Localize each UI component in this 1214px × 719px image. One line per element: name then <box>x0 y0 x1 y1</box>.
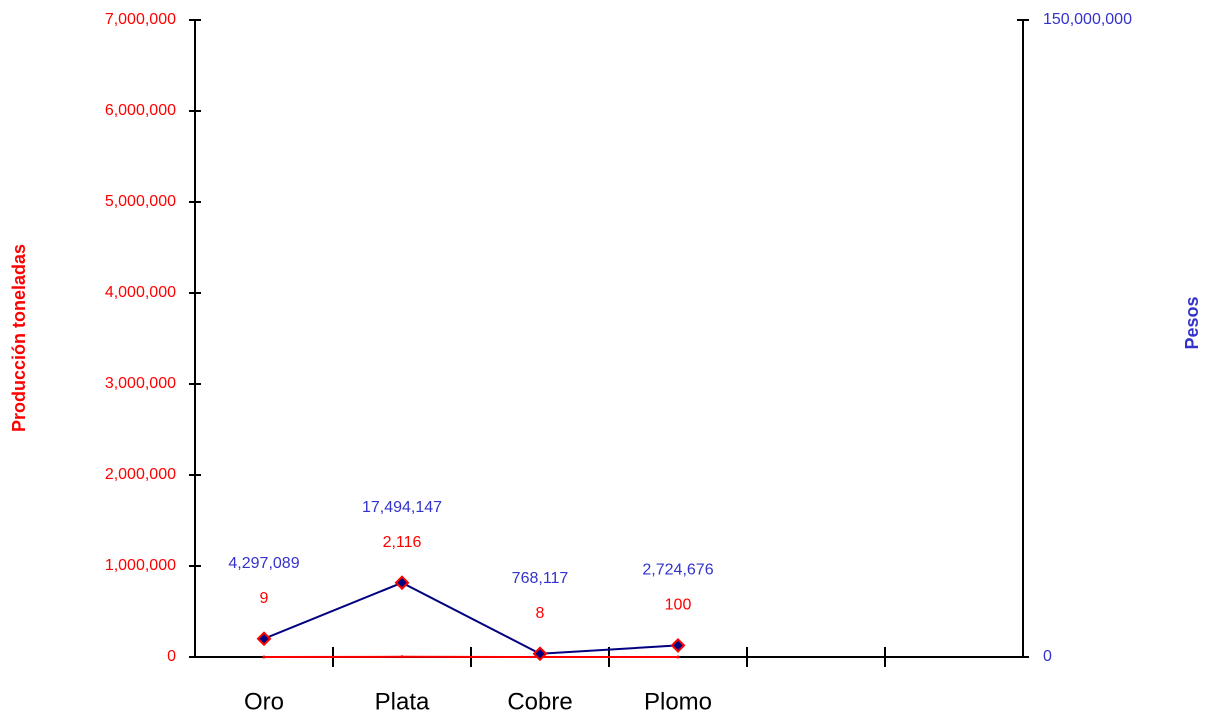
y-tick-label: 5,000,000 <box>105 193 176 210</box>
y2-axis-title: Pesos <box>1182 296 1202 349</box>
data-label: 9 <box>260 590 269 607</box>
data-label: 100 <box>665 597 692 614</box>
data-label: 2,116 <box>383 534 422 551</box>
y-tick-label: 6,000,000 <box>105 102 176 119</box>
x-tick-label: Cobre <box>507 688 572 715</box>
marker <box>532 646 548 662</box>
x-tick-label: Plomo <box>644 688 712 715</box>
data-label: 768,117 <box>512 570 569 587</box>
x-tick-label: Plata <box>375 688 430 715</box>
y-tick-label: 4,000,000 <box>105 284 176 301</box>
y-axis-title: Producción toneladas <box>9 244 29 432</box>
data-label: 17,494,147 <box>362 499 442 516</box>
data-label: 4,297,089 <box>228 555 299 572</box>
data-label: 8 <box>536 605 545 622</box>
y2-tick-label: 0 <box>1043 648 1052 665</box>
marker <box>394 575 410 591</box>
y-tick-label: 1,000,000 <box>105 557 176 574</box>
data-label: 2,724,676 <box>642 562 713 579</box>
marker <box>400 655 404 659</box>
y2-tick-label: 150,000,000 <box>1043 11 1132 28</box>
marker <box>256 631 272 647</box>
x-tick-label: Oro <box>244 688 284 715</box>
y-tick-label: 2,000,000 <box>105 466 176 483</box>
series-line <box>263 581 679 655</box>
y-tick-label: 3,000,000 <box>105 375 176 392</box>
marker <box>262 655 266 659</box>
y-tick-label: 7,000,000 <box>105 11 176 28</box>
marker <box>670 638 686 653</box>
y-tick-label: 0 <box>167 648 176 665</box>
marker <box>676 655 680 659</box>
